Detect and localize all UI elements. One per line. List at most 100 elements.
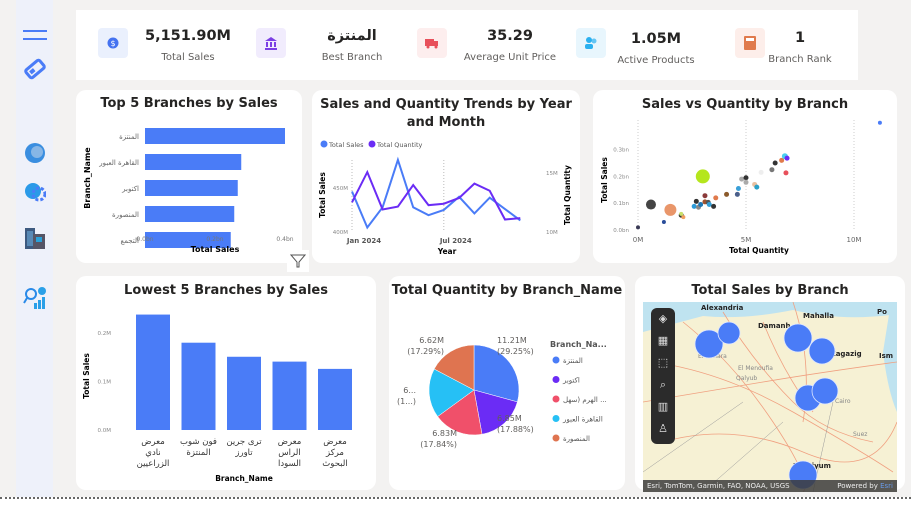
globe-icon[interactable] [22,140,47,165]
y-axis-title: Branch_Name [83,147,92,209]
x-tick-label: Jan 2024 [346,237,381,245]
map-bubble [783,323,813,353]
scatter-point [706,202,712,208]
scatter-point [877,120,882,125]
data-label-value: 6.62M [419,336,444,345]
x-tick-label: 0.0bn [136,236,153,243]
bar [145,180,238,196]
legend-label: المنتزة [563,357,583,365]
top5-chart: المنتزة القاهرة العبور اكتوبر المنصورة التجم… [83,128,294,254]
kpi-value: 1.05M [630,31,682,47]
bar [136,314,170,430]
x-axis-title: Branch_Name [215,474,273,483]
scatter-point [711,203,717,209]
chart-title: Top 5 Branches by Sales [100,96,278,111]
bank-icon [256,28,286,58]
bar [145,206,235,222]
map-water [883,302,897,412]
series-line-sales [351,156,521,230]
building-icon[interactable] [22,225,47,250]
truck-icon [417,28,447,58]
scatter-point [784,155,790,161]
x-tick-label: معرض مركز البحوث [322,437,347,469]
scatter-point [754,184,760,190]
y-tick-label: المنتزة [119,133,139,141]
dollar-coin-icon: $ [98,28,128,58]
search-icon[interactable]: ⌕ [659,378,667,391]
y-axis-title: Total Sales [600,157,609,203]
map-place-label: Ism [879,352,893,360]
map[interactable]: AlexandriaAlexandriaDamanhMahallaEl Beha… [643,302,897,492]
y-axis-title: Total Sales [82,353,91,399]
legend-marker [552,376,560,383]
analytics-icon[interactable] [22,285,47,310]
scatter-point [661,219,666,224]
trend-chart: Total Sales Total Quantity 450M 400M 15M 10M J… [318,140,572,256]
map-place-label: Suez [853,431,867,438]
y-tick-label: 0.0bn [613,228,629,234]
map-border [643,401,744,473]
chart-title: Total Sales by Branch [691,283,849,298]
gear-bulb-icon[interactable] [22,180,47,205]
y-tick-label: 0.1M [98,380,112,386]
grid-select-icon[interactable]: ▦ [657,334,669,347]
pie-card: Total Quantity by Branch_Name 11.21M (29.… [389,276,625,490]
sidebar [16,0,53,497]
lowest5-chart: 0.0M 0.1M 0.2M معرض نادي الزراعيين فون شوب المن… [82,314,352,483]
kpi-value: 5,151.90M [145,28,231,44]
bar [181,342,216,430]
scatter-point [702,193,708,199]
layers-icon[interactable]: ◈ [658,312,668,325]
map-land [643,302,897,492]
bar [145,128,285,144]
scatter-point [679,211,684,216]
data-label-percent: (1...) [397,397,416,406]
map-place-label: El Menoufia [738,365,773,372]
scatter-point [681,215,686,220]
user-icon[interactable]: ♙ [658,422,668,435]
scatter-point [636,225,640,230]
map-road [662,421,897,463]
legend-marker [320,140,328,148]
y-tick-label: 0.0M [98,428,112,434]
scatter-point [783,170,789,176]
y-tick-label: 0.2bn [613,174,629,180]
scatter-point [695,169,710,184]
eraser-icon[interactable] [22,56,47,81]
x-tick-label: 0.2bn [206,236,223,243]
map-card: Total Sales by Branch AlexandriaAlexandr… [635,276,905,492]
attribution-text[interactable]: Esri, TomTom, Garmin, FAO, NOAA, USGS [647,482,790,490]
powered-by-text: Powered by [837,482,881,490]
y2-tick-label: 15M [546,171,558,177]
esri-link[interactable]: Esri [880,482,893,490]
kpi-value: المنتزة [327,28,377,44]
scatter-point [743,179,749,185]
map-bubble [808,337,836,365]
scatter-point [724,191,730,197]
data-label-percent: (17.88%) [497,425,534,434]
bar [227,356,261,430]
scatter-point [693,198,699,204]
bar [145,154,242,170]
data-label-value: 6.85M [497,414,522,423]
map-bubble [717,321,741,345]
data-label-percent: (17.29%) [407,347,444,356]
page-bottom [0,497,911,526]
scatter-point [691,203,697,209]
map-bubble [694,329,724,359]
rect-select-icon[interactable]: ⬚ [657,356,669,369]
pie-slice [433,344,475,391]
buildings-icon[interactable]: ▥ [657,400,669,413]
kpi-label: Branch Rank [768,54,832,65]
calculator-icon [735,28,765,58]
lowest5-card: Lowest 5 Branches by Sales 0.0M 0.1M 0.2M م… [76,276,376,490]
y-axis-title: Total Sales [318,172,327,218]
x-tick-label: 5M [741,236,752,244]
data-label-value: 6... [403,386,416,395]
y-tick-label: 450M [333,186,348,192]
map-place-label: Cairo [835,398,851,405]
menu-icon[interactable] [22,22,47,47]
map-road [722,311,874,443]
filter-icon[interactable] [287,250,309,272]
series-line-quantity [351,169,521,221]
